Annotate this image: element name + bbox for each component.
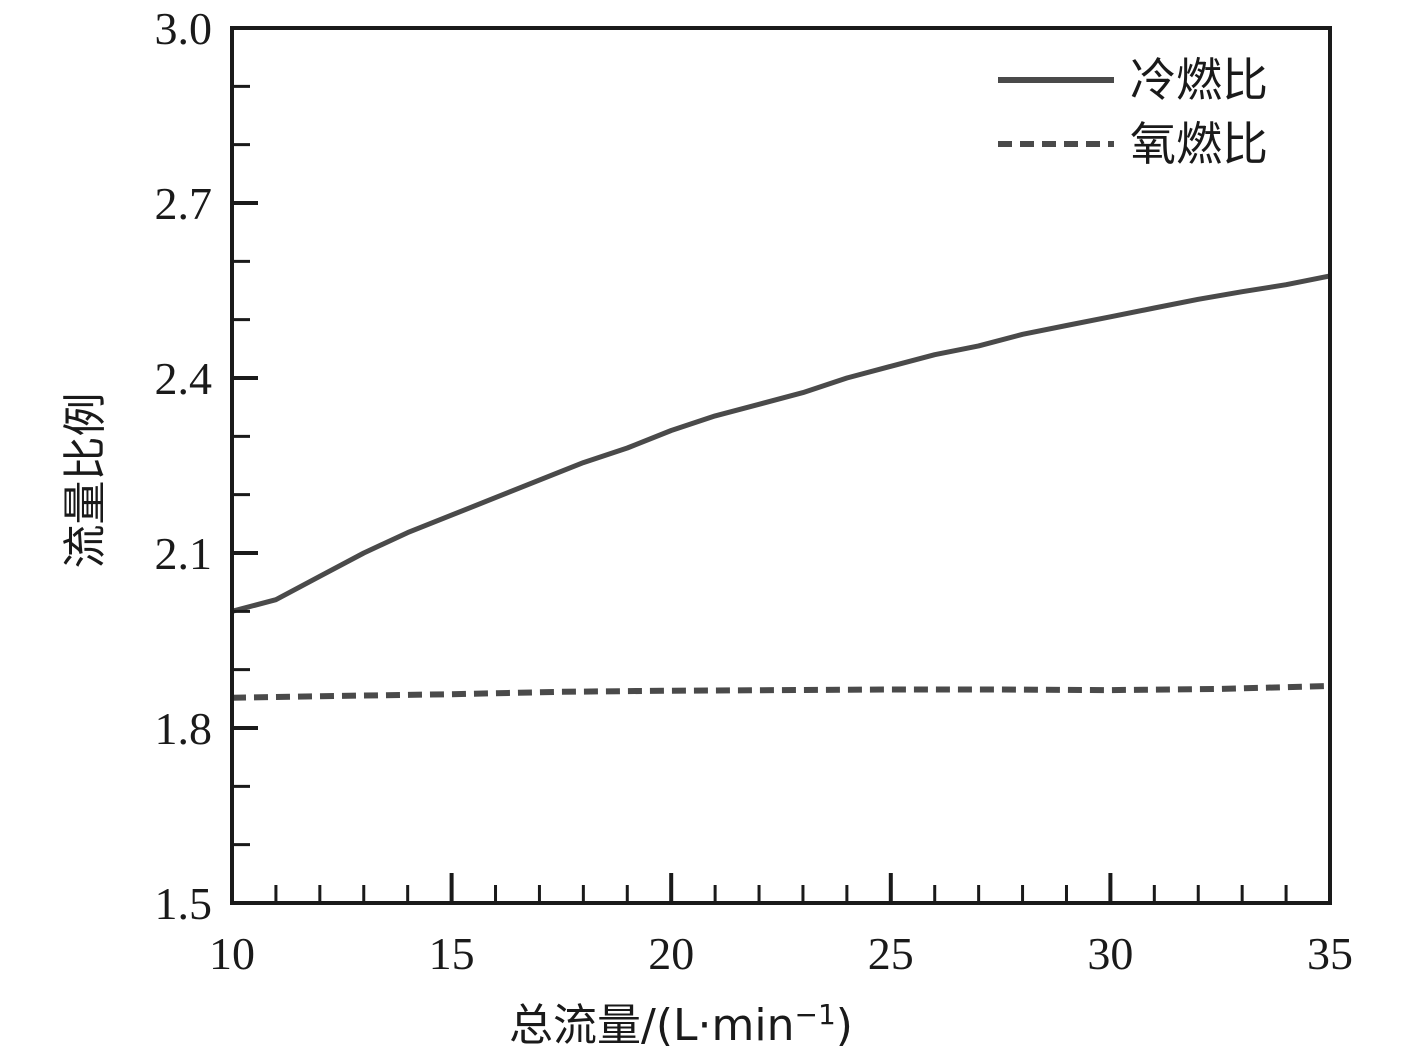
plot-frame: [230, 26, 1332, 905]
y-tick-label: 2.7: [155, 178, 213, 229]
series-line-1: [231, 273, 1331, 614]
y-tick-label: 2.1: [155, 528, 213, 579]
series-layer: [231, 273, 1331, 701]
x-axis-title-close: ): [836, 1000, 853, 1051]
x-axis-title: 总流量/(L·min−1): [509, 998, 853, 1051]
x-tick-label: 15: [429, 928, 475, 979]
x-axis-title-main: 总流量/(L·min: [509, 1000, 794, 1051]
x-tick-label: 30: [1087, 928, 1133, 979]
y-tick-label: 1.5: [155, 878, 213, 929]
series-line-2: [231, 683, 1331, 701]
legend-label-2: 氧燃比: [1130, 117, 1268, 171]
y-tick-label: 1.8: [155, 703, 213, 754]
y-axis-title: 流量比例: [60, 393, 111, 569]
x-tick-label: 25: [868, 928, 914, 979]
tick-labels: 10 15 20 25 30 35 1.5 1.8 2.1 2.4 2.7 3.0: [155, 3, 1354, 979]
x-tick-label: 10: [209, 928, 255, 979]
x-tick-label: 35: [1307, 928, 1353, 979]
legend-label-1: 冷燃比: [1130, 53, 1268, 107]
x-tick-label: 20: [648, 928, 694, 979]
x-axis-title-sup: −1: [795, 998, 836, 1031]
y-tick-label: 2.4: [155, 353, 213, 404]
y-tick-label: 3.0: [155, 3, 213, 54]
ticks-layer: [230, 26, 1332, 905]
